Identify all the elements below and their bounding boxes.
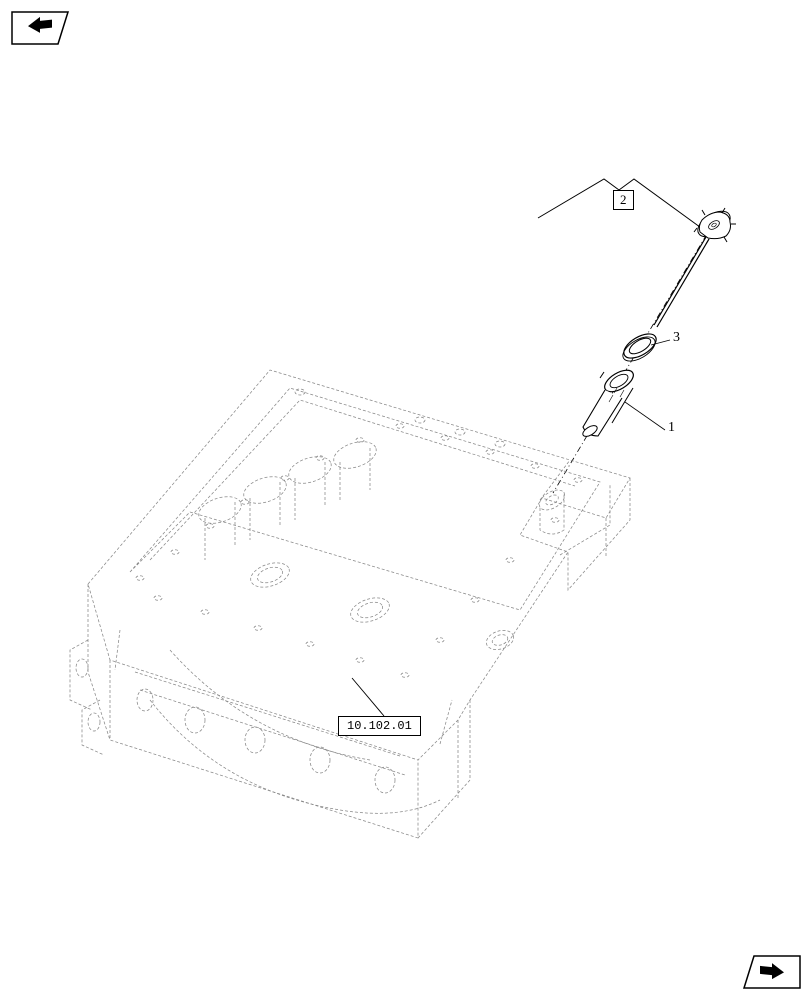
dipstick-knob [693,206,736,244]
callout-1: 1 [668,420,675,436]
reference-label: 10.102.01 [338,716,421,736]
exploded-diagram [0,0,812,1000]
o-ring [619,329,660,366]
callout-2: 2 [613,190,634,210]
dipstick-tube [581,366,637,439]
callout-3: 3 [673,330,680,346]
crankcase-ghost [70,370,630,838]
